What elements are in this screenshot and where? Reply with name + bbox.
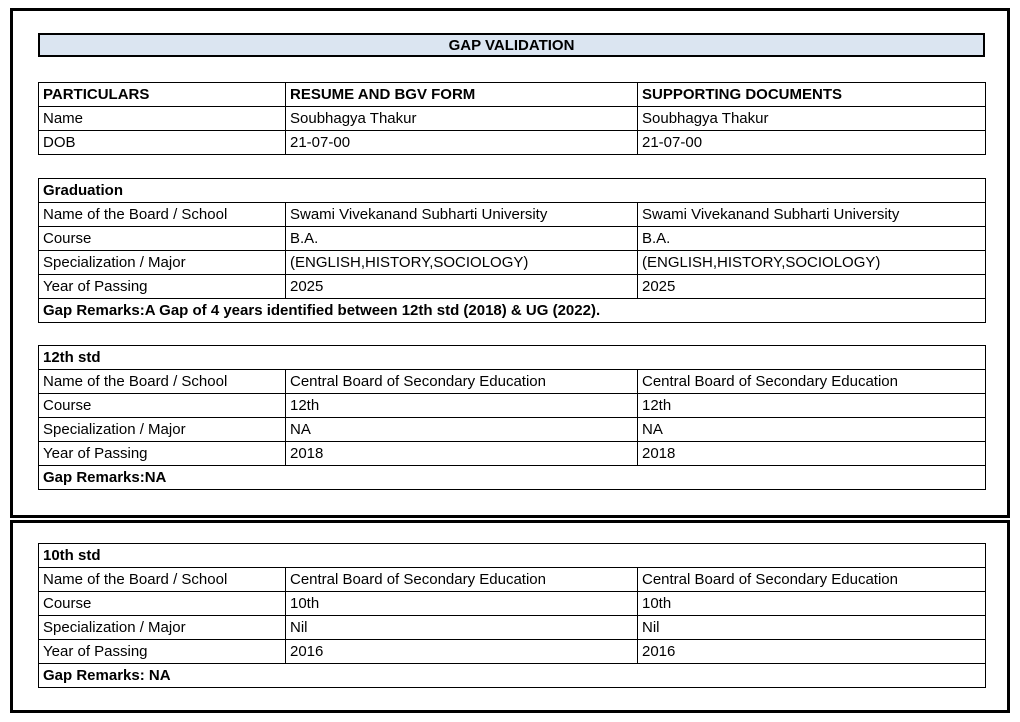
twelfth-std-table: 12th std Name of the Board / School Cent… xyxy=(38,345,986,490)
supporting-value: Central Board of Secondary Education xyxy=(637,567,986,592)
table-row: Course 12th 12th xyxy=(38,393,986,418)
row-label: Year of Passing xyxy=(38,274,286,299)
row-label: Name of the Board / School xyxy=(38,202,286,227)
section-header-row: Graduation xyxy=(38,178,986,203)
graduation-table: Graduation Name of the Board / School Sw… xyxy=(38,178,986,323)
resume-value: 2016 xyxy=(285,639,638,664)
gap-remarks-row: Gap Remarks:A Gap of 4 years identified … xyxy=(38,298,986,323)
row-label: Year of Passing xyxy=(38,639,286,664)
resume-value: 10th xyxy=(285,591,638,616)
table-row: Name Soubhagya Thakur Soubhagya Thakur xyxy=(38,106,986,131)
summary-table: PARTICULARS RESUME AND BGV FORM SUPPORTI… xyxy=(38,82,986,155)
supporting-value: (ENGLISH,HISTORY,SOCIOLOGY) xyxy=(637,250,986,275)
row-label: Course xyxy=(38,393,286,418)
table-row: Specialization / Major Nil Nil xyxy=(38,615,986,640)
resume-value: B.A. xyxy=(285,226,638,251)
table-row: Name of the Board / School Central Board… xyxy=(38,369,986,394)
table-row: Course B.A. B.A. xyxy=(38,226,986,251)
resume-value: Soubhagya Thakur xyxy=(285,106,638,131)
row-label: Name xyxy=(38,106,286,131)
tenth-std-table: 10th std Name of the Board / School Cent… xyxy=(38,543,986,688)
supporting-value: Nil xyxy=(637,615,986,640)
document-title: GAP VALIDATION xyxy=(38,33,985,57)
summary-header-row: PARTICULARS RESUME AND BGV FORM SUPPORTI… xyxy=(38,82,986,107)
row-label: Specialization / Major xyxy=(38,417,286,442)
row-label: Name of the Board / School xyxy=(38,369,286,394)
gap-remarks-row: Gap Remarks:NA xyxy=(38,465,986,490)
section-title: 10th std xyxy=(38,543,986,568)
resume-value: Central Board of Secondary Education xyxy=(285,567,638,592)
resume-value: Nil xyxy=(285,615,638,640)
resume-value: 2025 xyxy=(285,274,638,299)
supporting-value: Swami Vivekanand Subharti University xyxy=(637,202,986,227)
page-frame-1: GAP VALIDATION PARTICULARS RESUME AND BG… xyxy=(10,8,1010,518)
supporting-value: Soubhagya Thakur xyxy=(637,106,986,131)
header-particulars: PARTICULARS xyxy=(38,82,286,107)
row-label: Name of the Board / School xyxy=(38,567,286,592)
supporting-value: 10th xyxy=(637,591,986,616)
row-label: Specialization / Major xyxy=(38,250,286,275)
row-label: Course xyxy=(38,591,286,616)
resume-value: 2018 xyxy=(285,441,638,466)
supporting-value: 21-07-00 xyxy=(637,130,986,155)
row-label: Specialization / Major xyxy=(38,615,286,640)
row-label: DOB xyxy=(38,130,286,155)
header-supporting-documents: SUPPORTING DOCUMENTS xyxy=(637,82,986,107)
gap-remarks: Gap Remarks:A Gap of 4 years identified … xyxy=(38,298,986,323)
supporting-value: NA xyxy=(637,417,986,442)
table-row: Specialization / Major (ENGLISH,HISTORY,… xyxy=(38,250,986,275)
resume-value: Central Board of Secondary Education xyxy=(285,369,638,394)
gap-remarks: Gap Remarks: NA xyxy=(38,663,986,688)
supporting-value: 2018 xyxy=(637,441,986,466)
resume-value: Swami Vivekanand Subharti University xyxy=(285,202,638,227)
section-header-row: 10th std xyxy=(38,543,986,568)
gap-remarks-row: Gap Remarks: NA xyxy=(38,663,986,688)
page-frame-2: 10th std Name of the Board / School Cent… xyxy=(10,520,1010,713)
supporting-value: 2025 xyxy=(637,274,986,299)
resume-value: (ENGLISH,HISTORY,SOCIOLOGY) xyxy=(285,250,638,275)
document-title-text: GAP VALIDATION xyxy=(448,36,575,54)
table-row: Year of Passing 2025 2025 xyxy=(38,274,986,299)
table-row: Year of Passing 2018 2018 xyxy=(38,441,986,466)
section-header-row: 12th std xyxy=(38,345,986,370)
section-title: 12th std xyxy=(38,345,986,370)
resume-value: 21-07-00 xyxy=(285,130,638,155)
row-label: Course xyxy=(38,226,286,251)
resume-value: 12th xyxy=(285,393,638,418)
supporting-value: Central Board of Secondary Education xyxy=(637,369,986,394)
header-resume-bgv-form: RESUME AND BGV FORM xyxy=(285,82,638,107)
supporting-value: 2016 xyxy=(637,639,986,664)
table-row: DOB 21-07-00 21-07-00 xyxy=(38,130,986,155)
table-row: Name of the Board / School Swami Vivekan… xyxy=(38,202,986,227)
supporting-value: B.A. xyxy=(637,226,986,251)
table-row: Year of Passing 2016 2016 xyxy=(38,639,986,664)
supporting-value: 12th xyxy=(637,393,986,418)
row-label: Year of Passing xyxy=(38,441,286,466)
resume-value: NA xyxy=(285,417,638,442)
section-title: Graduation xyxy=(38,178,986,203)
table-row: Specialization / Major NA NA xyxy=(38,417,986,442)
table-row: Name of the Board / School Central Board… xyxy=(38,567,986,592)
gap-remarks: Gap Remarks:NA xyxy=(38,465,986,490)
table-row: Course 10th 10th xyxy=(38,591,986,616)
